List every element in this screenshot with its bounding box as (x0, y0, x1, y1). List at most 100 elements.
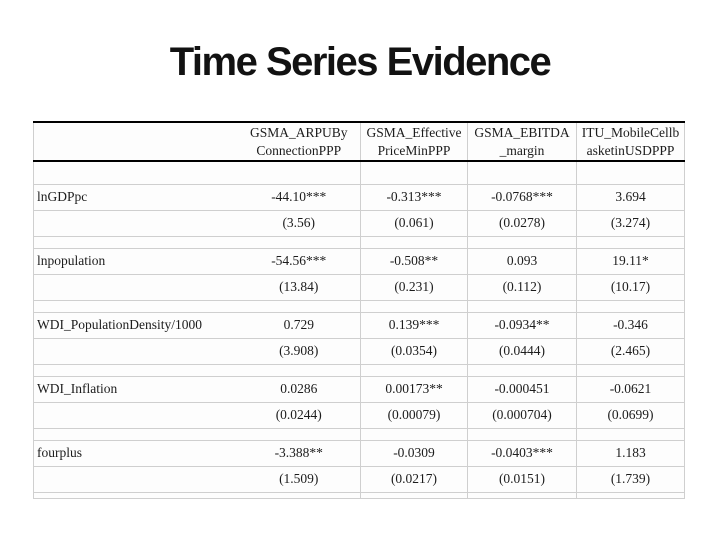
coefficient-cell: -0.313*** (360, 183, 468, 210)
row-label-empty (33, 209, 238, 236)
spacer-cell (33, 363, 238, 376)
stderr-cell: (0.061) (360, 209, 468, 236)
spacer-cell (467, 491, 577, 498)
coefficient-row-lnpopulation: lnpopulation -54.56*** -0.508** 0.093 19… (33, 247, 685, 274)
coefficient-row-lngdppc: lnGDPpc -44.10*** -0.313*** -0.0768*** 3… (33, 183, 685, 210)
column-header-line: GSMA_ARPUBy (249, 124, 348, 140)
regression-table-container: GSMA_ARPUBy ConnectionPPP GSMA_Effective… (33, 121, 685, 499)
spacer-cell (467, 427, 577, 440)
stderr-cell: (0.0151) (467, 465, 577, 492)
spacer-cell (237, 491, 361, 498)
spacer-cell (237, 363, 361, 376)
column-header-itu-basket: ITU_MobileCellb asketinUSDPPP (576, 122, 685, 162)
coefficient-cell: 3.694 (576, 183, 685, 210)
coefficient-cell: -0.508** (360, 247, 468, 274)
stderr-row-fourplus: (1.509) (0.0217) (0.0151) (1.739) (33, 465, 685, 492)
stderr-cell: (2.465) (576, 337, 685, 364)
spacer-cell (576, 363, 685, 376)
table-header-row: GSMA_ARPUBy ConnectionPPP GSMA_Effective… (33, 122, 685, 162)
stderr-cell: (0.0278) (467, 209, 577, 236)
row-label: WDI_Inflation (33, 375, 238, 402)
spacer-cell (467, 235, 577, 248)
spacer-cell (576, 491, 685, 498)
row-label: WDI_PopulationDensity/1000 (33, 311, 238, 338)
coefficient-cell: 0.00173** (360, 375, 468, 402)
column-header-line: GSMA_EBITDA (474, 124, 570, 140)
spacer-cell (576, 427, 685, 440)
stderr-cell: (0.00079) (360, 401, 468, 428)
coefficient-cell: -44.10*** (237, 183, 361, 210)
column-header-line: PriceMinPPP (377, 142, 451, 158)
coefficient-cell: -54.56*** (237, 247, 361, 274)
coefficient-cell: -3.388** (237, 439, 361, 466)
stderr-cell: (0.231) (360, 273, 468, 300)
row-label: lnpopulation (33, 247, 238, 274)
spacer-cell (360, 491, 468, 498)
spacer-row (33, 363, 685, 376)
column-header-line: asketinUSDPPP (586, 142, 675, 158)
coefficient-cell: -0.346 (576, 311, 685, 338)
row-label-empty (33, 465, 238, 492)
slide-title: Time Series Evidence (169, 40, 552, 84)
stderr-cell: (3.274) (576, 209, 685, 236)
stderr-row-popdensity: (3.908) (0.0354) (0.0444) (2.465) (33, 337, 685, 364)
column-header-ebitda: GSMA_EBITDA _margin (467, 122, 577, 162)
stderr-cell: (0.0217) (360, 465, 468, 492)
column-header-line: GSMA_Effective (366, 124, 462, 140)
coefficient-cell: -0.0768*** (467, 183, 577, 210)
spacer-cell (576, 299, 685, 312)
stderr-row-lngdppc: (3.56) (0.061) (0.0278) (3.274) (33, 209, 685, 236)
spacer-cell (33, 427, 238, 440)
coefficient-row-fourplus: fourplus -3.388** -0.0309 -0.0403*** 1.1… (33, 439, 685, 466)
coefficient-row-inflation: WDI_Inflation 0.0286 0.00173** -0.000451… (33, 375, 685, 402)
spacer-cell (237, 235, 361, 248)
stderr-row-lnpopulation: (13.84) (0.231) (0.112) (10.17) (33, 273, 685, 300)
spacer-cell (237, 299, 361, 312)
coefficient-cell: 0.0286 (237, 375, 361, 402)
stderr-cell: (1.739) (576, 465, 685, 492)
row-label-empty (33, 401, 238, 428)
spacer-cell (360, 299, 468, 312)
stderr-cell: (0.000704) (467, 401, 577, 428)
spacer-cell (467, 363, 577, 376)
spacer-cell (237, 427, 361, 440)
row-label-header (33, 122, 238, 162)
spacer-row (33, 491, 685, 498)
column-header-effective-price: GSMA_Effective PriceMinPPP (360, 122, 468, 162)
coefficient-cell: -0.0309 (360, 439, 468, 466)
column-header-line: ITU_MobileCellb (581, 124, 680, 140)
spacer-cell (467, 299, 577, 312)
stderr-cell: (0.0354) (360, 337, 468, 364)
spacer-row (33, 299, 685, 312)
column-header-arpu: GSMA_ARPUBy ConnectionPPP (237, 122, 361, 162)
spacer-row (33, 427, 685, 440)
spacer-cell (33, 235, 238, 248)
coefficient-cell: 0.729 (237, 311, 361, 338)
coefficient-cell: -0.0621 (576, 375, 685, 402)
row-label: lnGDPpc (33, 183, 238, 210)
stderr-cell: (0.112) (467, 273, 577, 300)
coefficient-cell: 19.11* (576, 247, 685, 274)
coefficient-cell: -0.000451 (467, 375, 577, 402)
spacer-cell (360, 363, 468, 376)
stderr-cell: (1.509) (237, 465, 361, 492)
stderr-cell: (3.56) (237, 209, 361, 236)
spacer-row (33, 235, 685, 248)
regression-results-table: GSMA_ARPUBy ConnectionPPP GSMA_Effective… (33, 121, 685, 499)
stderr-cell: (13.84) (237, 273, 361, 300)
spacer-cell (360, 160, 468, 184)
stderr-cell: (3.908) (237, 337, 361, 364)
stderr-row-inflation: (0.0244) (0.00079) (0.000704) (0.0699) (33, 401, 685, 428)
spacer-cell (33, 160, 238, 184)
spacer-cell (576, 160, 685, 184)
stderr-cell: (10.17) (576, 273, 685, 300)
coefficient-cell: 0.093 (467, 247, 577, 274)
stderr-cell: (0.0244) (237, 401, 361, 428)
stderr-cell: (0.0444) (467, 337, 577, 364)
stderr-cell: (0.0699) (576, 401, 685, 428)
coefficient-row-popdensity: WDI_PopulationDensity/1000 0.729 0.139**… (33, 311, 685, 338)
spacer-row (33, 160, 685, 184)
spacer-cell (237, 160, 361, 184)
coefficient-cell: -0.0403*** (467, 439, 577, 466)
